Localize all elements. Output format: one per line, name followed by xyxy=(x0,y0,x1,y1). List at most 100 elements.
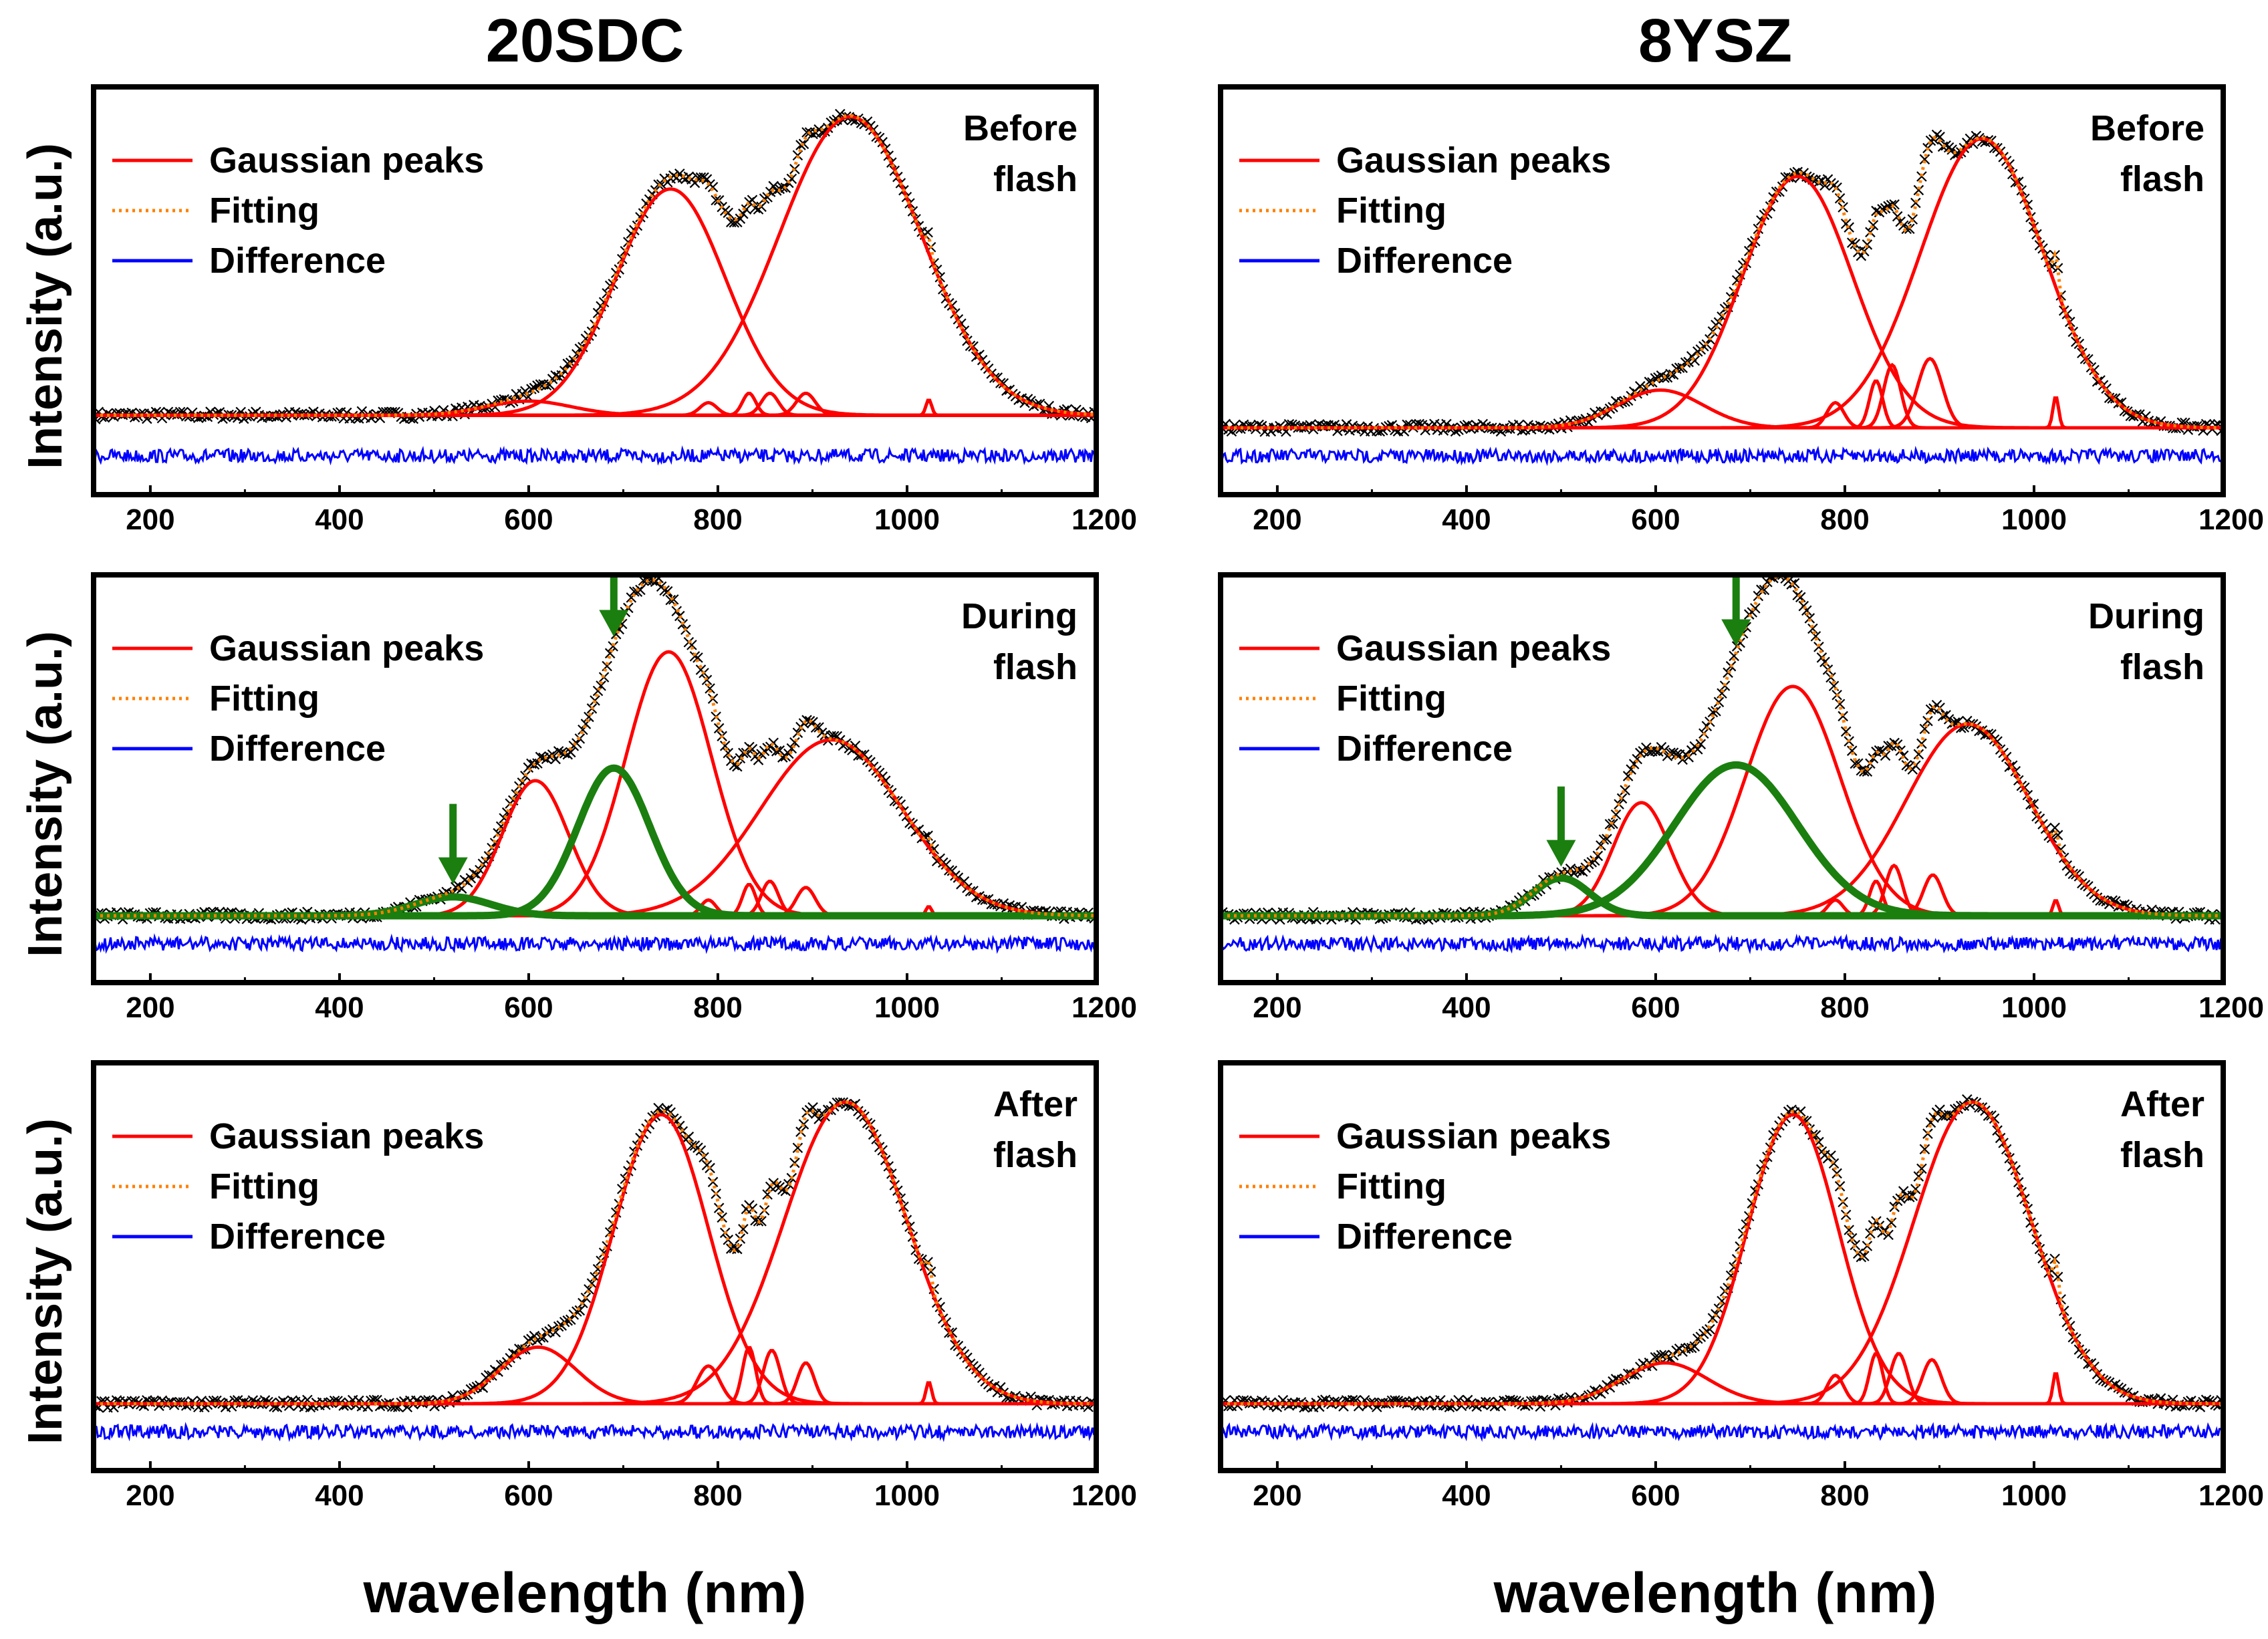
plot-area xyxy=(1221,129,2223,467)
difference-trace xyxy=(94,1421,1096,1442)
fitting-curve xyxy=(94,1100,1096,1406)
x-tick-label-1200: 1200 xyxy=(2198,503,2264,536)
legend-label-2: Fitting xyxy=(209,191,320,231)
plot-area xyxy=(94,575,1096,955)
x-tick-label-200: 200 xyxy=(126,503,174,536)
gaussian-peak-4 xyxy=(1221,379,2223,430)
legend-label-3: Difference xyxy=(1336,1217,1513,1257)
panel-4: 200 400 600 800 1000 1200 Gaussian peaks Fittin… xyxy=(1218,572,2264,1024)
difference-trace xyxy=(94,445,1096,467)
highlight-arrowhead-2 xyxy=(1721,619,1751,646)
gaussian-peak-1 xyxy=(1221,1361,2223,1406)
x-tick-label-1200: 1200 xyxy=(2198,1479,2264,1512)
legend-label-1: Gaussian peaks xyxy=(209,1116,484,1156)
x-tick-label-200: 200 xyxy=(126,991,174,1024)
panel-label-2: flash xyxy=(993,647,1078,687)
x-tick-label-600: 600 xyxy=(504,503,553,536)
gaussian-peak-5 xyxy=(1221,1352,2223,1406)
x-tick-label-1000: 1000 xyxy=(2001,503,2067,536)
fitting-curve xyxy=(1221,136,2223,430)
x-tick-label-200: 200 xyxy=(126,1479,174,1512)
plot-frame xyxy=(91,572,1099,985)
x-tick-label-1000: 1000 xyxy=(874,1479,940,1512)
column-title-20sdc: 20SDC xyxy=(486,7,684,75)
legend-label-1: Gaussian peaks xyxy=(1336,628,1611,668)
gaussian-peak-2 xyxy=(1221,1113,2223,1406)
legend-label-1: Gaussian peaks xyxy=(1336,1116,1611,1156)
panel-label-1: During xyxy=(2088,596,2204,636)
gaussian-peak-6 xyxy=(1221,356,2223,430)
x-tick-label-1200: 1200 xyxy=(1072,991,1137,1024)
gaussian-peak-1 xyxy=(94,779,1096,918)
fitting-curve xyxy=(94,578,1096,918)
gaussian-peak-4 xyxy=(94,1346,1096,1406)
legend-label-3: Difference xyxy=(1336,729,1513,769)
x-tick-label-1000: 1000 xyxy=(874,991,940,1024)
gaussian-peak-1 xyxy=(1221,388,2223,430)
panel-label-1: Before xyxy=(2090,108,2204,148)
x-tick-label-800: 800 xyxy=(693,503,742,536)
plot-area xyxy=(1221,1094,2223,1442)
legend-label-3: Difference xyxy=(209,1217,386,1257)
y-axis-label-row3: Intensity (a.u.) xyxy=(19,1118,72,1444)
legend-label-1: Gaussian peaks xyxy=(1336,140,1611,180)
panel-label-1: Before xyxy=(963,108,1078,148)
panel-label-1: After xyxy=(2120,1084,2204,1124)
difference-trace xyxy=(1221,445,2223,467)
plot-frame xyxy=(1218,1060,2226,1473)
fitting-curve xyxy=(94,114,1096,417)
highlight-peak-1 xyxy=(94,764,1096,920)
x-tick-label-600: 600 xyxy=(1631,991,1680,1024)
panel-label-2: flash xyxy=(2120,647,2204,687)
x-tick-label-800: 800 xyxy=(693,991,742,1024)
x-tick-label-600: 600 xyxy=(504,1479,553,1512)
panel-label-2: flash xyxy=(993,159,1078,199)
panel-5: 200 400 600 800 1000 1200 Gaussian peaks Fittin… xyxy=(91,1060,1137,1512)
x-tick-label-600: 600 xyxy=(504,991,553,1024)
panel-3: 200 400 600 800 1000 1200 Gaussian peaks Fittin… xyxy=(91,572,1137,1024)
gaussian-peak-5 xyxy=(1221,362,2223,430)
x-tick-label-600: 600 xyxy=(1631,1479,1680,1512)
highlight-arrowhead-2 xyxy=(599,610,629,637)
x-tick-label-1000: 1000 xyxy=(2001,1479,2067,1512)
plot-area xyxy=(94,108,1096,467)
column-title-8ysz: 8YSZ xyxy=(1638,7,1792,75)
gaussian-peak-5 xyxy=(94,1349,1096,1406)
x-tick-label-1000: 1000 xyxy=(874,503,940,536)
x-tick-label-800: 800 xyxy=(693,1479,742,1512)
x-tick-label-400: 400 xyxy=(1442,1479,1491,1512)
x-tick-label-1000: 1000 xyxy=(2001,991,2067,1024)
legend-label-3: Difference xyxy=(209,729,386,769)
gaussian-peak-1 xyxy=(1221,801,2223,918)
y-axis-label-row2: Intensity (a.u.) xyxy=(19,631,72,957)
x-tick-label-400: 400 xyxy=(1442,991,1491,1024)
highlight-peak-2 xyxy=(94,893,1096,920)
panel-label-2: flash xyxy=(993,1135,1078,1175)
legend-label-2: Fitting xyxy=(209,678,320,719)
highlight-arrowhead-1 xyxy=(1546,840,1576,867)
x-tick-label-1200: 1200 xyxy=(1072,1479,1137,1512)
x-tick-label-800: 800 xyxy=(1820,1479,1869,1512)
x-tick-label-800: 800 xyxy=(1820,503,1869,536)
panel-label-1: After xyxy=(993,1084,1078,1124)
gaussian-peak-2 xyxy=(94,1113,1096,1406)
plot-frame xyxy=(91,84,1099,497)
plot-frame xyxy=(91,1060,1099,1473)
difference-trace xyxy=(94,933,1096,955)
panel-label-1: During xyxy=(961,596,1078,636)
legend-label-2: Fitting xyxy=(1336,1166,1446,1207)
gaussian-peak-1 xyxy=(94,1345,1096,1406)
legend-label-3: Difference xyxy=(209,241,386,281)
panel-1: 200 400 600 800 1000 1200 Gaussian peaks Fittin… xyxy=(91,84,1137,536)
x-tick-label-200: 200 xyxy=(1253,991,1301,1024)
x-tick-label-600: 600 xyxy=(1631,503,1680,536)
difference-trace xyxy=(1221,1422,2223,1442)
legend-label-3: Difference xyxy=(1336,241,1513,281)
difference-trace xyxy=(1221,933,2223,955)
legend-label-1: Gaussian peaks xyxy=(209,628,484,668)
gaussian-peak-2 xyxy=(1221,684,2223,918)
x-axis-label-right: wavelength (nm) xyxy=(1493,1561,1937,1624)
plot-area xyxy=(1221,575,2223,955)
fitting-curve xyxy=(1221,575,2223,918)
